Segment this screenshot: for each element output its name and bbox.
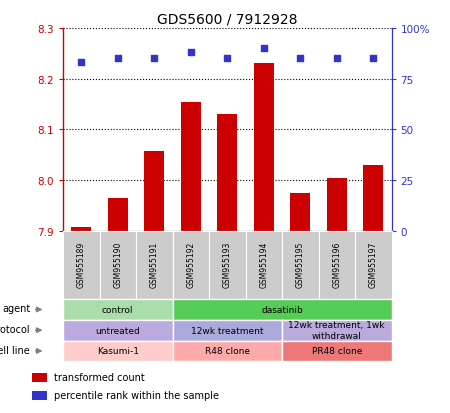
Point: [151, 56, 158, 62]
Text: Kasumi-1: Kasumi-1: [97, 347, 139, 356]
Point: [187, 50, 194, 57]
Bar: [71, 228, 91, 231]
Text: GSM955192: GSM955192: [186, 242, 195, 287]
Text: 12wk treatment, 1wk
withdrawal: 12wk treatment, 1wk withdrawal: [288, 321, 385, 340]
Text: 12wk treatment: 12wk treatment: [191, 326, 264, 335]
Text: transformed count: transformed count: [54, 373, 145, 382]
Text: cell line: cell line: [0, 345, 30, 355]
Point: [78, 60, 85, 66]
Text: agent: agent: [2, 304, 30, 314]
Bar: [290, 193, 310, 231]
Text: R48 clone: R48 clone: [205, 347, 250, 356]
Point: [333, 56, 340, 62]
Text: percentile rank within the sample: percentile rank within the sample: [54, 390, 219, 400]
Bar: [144, 151, 164, 231]
Point: [224, 56, 231, 62]
Text: GSM955193: GSM955193: [223, 242, 232, 288]
Bar: [108, 198, 128, 231]
Point: [260, 46, 267, 52]
Text: protocol: protocol: [0, 324, 30, 335]
Bar: [254, 64, 274, 231]
Bar: [32, 373, 47, 382]
Bar: [327, 178, 347, 231]
Bar: [181, 102, 201, 231]
Text: PR48 clone: PR48 clone: [311, 347, 362, 356]
Bar: [217, 115, 237, 231]
Text: control: control: [102, 305, 134, 314]
Text: untreated: untreated: [95, 326, 140, 335]
Bar: [32, 391, 47, 400]
Point: [114, 56, 122, 62]
Text: GSM955195: GSM955195: [296, 242, 305, 288]
Text: GSM955196: GSM955196: [332, 242, 341, 288]
Title: GDS5600 / 7912928: GDS5600 / 7912928: [157, 12, 297, 26]
Point: [369, 56, 377, 62]
Text: GSM955194: GSM955194: [259, 242, 268, 288]
Text: GSM955189: GSM955189: [77, 242, 86, 287]
Text: GSM955191: GSM955191: [150, 242, 159, 287]
Point: [297, 56, 304, 62]
Text: GSM955190: GSM955190: [113, 242, 122, 288]
Text: dasatinib: dasatinib: [261, 305, 303, 314]
Bar: [363, 166, 383, 231]
Text: GSM955197: GSM955197: [369, 242, 378, 288]
